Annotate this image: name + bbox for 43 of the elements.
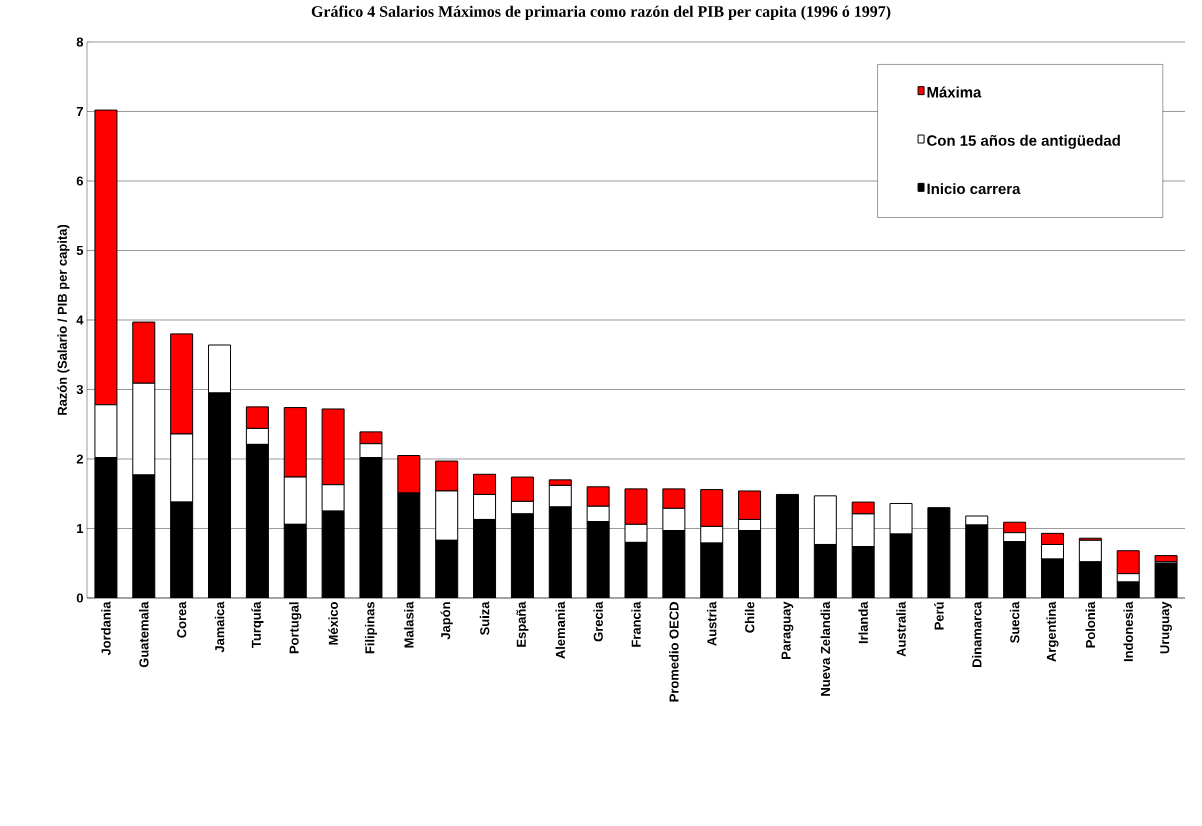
x-tick-label: Japón (440, 602, 453, 640)
x-tick-label: Chile (744, 601, 755, 633)
y-tick-label: 6 (76, 176, 84, 186)
x-tick-label: Grecia (593, 601, 603, 642)
x-tick-label: Perú (934, 602, 944, 630)
x-tick-label: México (328, 602, 338, 645)
x-tick-label: Australia (896, 601, 906, 657)
x-tick-label: Uruguay (1160, 601, 1172, 654)
chart-title: Gráfico 4 Salarios Máximos de primaria como razón del PIB per capita (1996 ó 1997) (311, 5, 891, 21)
x-tick-label: Guatemala (139, 601, 149, 668)
y-tick-label: 8 (76, 37, 84, 47)
x-tick-label: Corea (177, 601, 187, 638)
y-tick-label: 3 (76, 384, 84, 395)
y-tick-label: 0 (76, 593, 83, 603)
legend-label: Máxima (927, 86, 982, 98)
x-tick-label: Dinamarca (972, 601, 982, 667)
x-tick-label: España (516, 601, 529, 647)
y-tick-label: 2 (76, 454, 83, 464)
legend-label: Con 15 años de antigüedad (927, 134, 1120, 149)
legend-label: Inicio carrera (927, 183, 1021, 195)
x-tick-label: Argentina (1046, 601, 1059, 662)
y-tick-label: 1 (77, 524, 84, 533)
x-tick-label: Nueva Zelandia (820, 601, 831, 696)
x-tick-label: Polonia (1085, 601, 1096, 648)
x-tick-label: Jamaica (214, 601, 225, 653)
y-axis-title: Razón (Salario / PIB per capita) (57, 224, 70, 415)
x-tick-label: Alemania (555, 601, 566, 659)
x-tick-label: Filipinas (364, 602, 377, 654)
x-tick-label: Suecia (1009, 601, 1020, 643)
x-tick-label: Promedio OECD (669, 602, 679, 702)
x-tick-label: Paraguay (781, 601, 794, 659)
x-tick-label: Malasia (404, 601, 414, 648)
x-tick-label: Suiza (479, 601, 490, 635)
y-tick-label: 7 (76, 107, 83, 116)
y-tick-label: 4 (76, 315, 84, 325)
x-tick-label: Indonesia (1123, 601, 1133, 662)
y-tick-label: 5 (76, 245, 84, 256)
x-tick-label: Francia (631, 601, 641, 647)
x-tick-label: Austria (706, 601, 717, 646)
x-tick-label: Irlanda (858, 601, 868, 644)
x-tick-label: Turquía (251, 601, 264, 648)
x-tick-label: Jordania (101, 601, 111, 656)
x-tick-label: Portugal (289, 602, 302, 654)
